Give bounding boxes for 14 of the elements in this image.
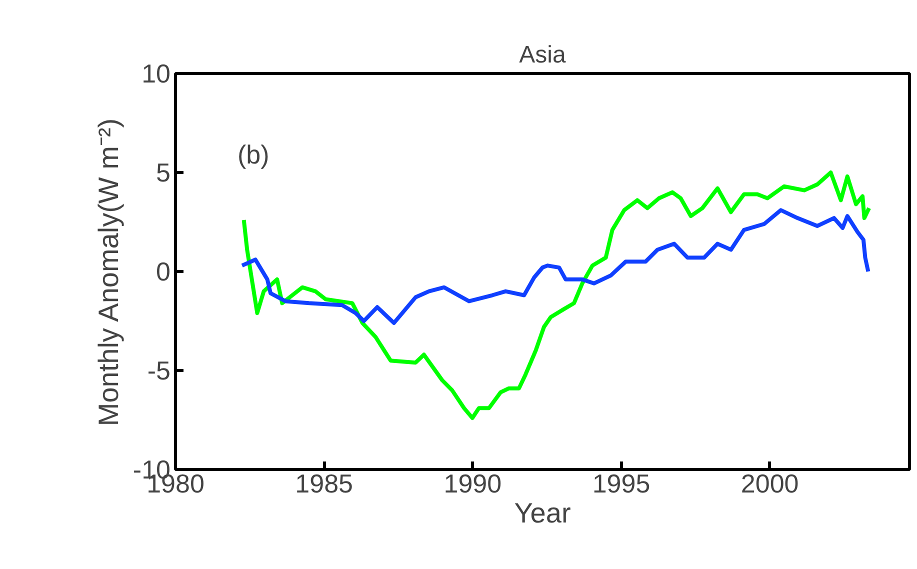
y-tick-label: 10 [142, 58, 170, 88]
x-tick-label: 1995 [592, 468, 650, 498]
x-tick-label: 1990 [444, 468, 502, 498]
x-axis-title: Year [514, 498, 571, 528]
line-series [242, 170, 872, 420]
y-tick-label: 0 [156, 256, 171, 286]
y-tick-label: -5 [147, 356, 171, 386]
annotation: (b) [238, 140, 270, 170]
chart-title: Asia [519, 42, 566, 68]
y-tick-label: 5 [156, 158, 171, 188]
x-tick-label: 1985 [295, 468, 354, 498]
line-series [240, 208, 870, 325]
x-tick-label: 2000 [740, 468, 799, 498]
y-axis-title: Monthly Anomaly(W m⁻²) [92, 118, 124, 426]
